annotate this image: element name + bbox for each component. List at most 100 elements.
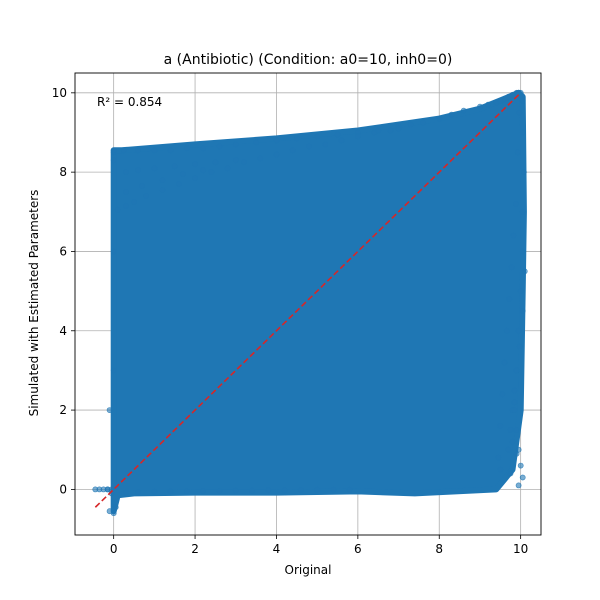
y-tick-label: 6	[59, 244, 67, 258]
data-point	[135, 167, 141, 174]
data-point	[216, 488, 223, 494]
data-point	[139, 183, 146, 189]
axis-ticks: 0 2 4 6 8 10 0 2 4 6 8 10	[52, 86, 529, 556]
data-point	[519, 97, 526, 104]
x-tick-label: 2	[191, 542, 199, 556]
data-point	[460, 107, 467, 114]
x-tick-label: 10	[513, 542, 528, 556]
data-point	[212, 159, 219, 166]
data-point	[485, 101, 491, 108]
data-point	[519, 474, 526, 481]
data-point	[513, 367, 520, 374]
data-point	[106, 508, 113, 515]
data-point	[240, 159, 247, 166]
data-point	[175, 181, 182, 187]
y-tick-label: 0	[59, 482, 67, 496]
data-point	[281, 487, 288, 494]
axes-frame	[74, 72, 542, 536]
data-point	[120, 147, 127, 154]
data-point	[477, 103, 483, 110]
data-point	[508, 264, 515, 271]
y-tick-label: 2	[59, 403, 67, 417]
data-point	[110, 147, 117, 154]
data-point	[346, 486, 353, 493]
data-point	[507, 426, 514, 433]
data-point	[499, 391, 506, 398]
data-point	[183, 488, 190, 495]
data-point	[519, 208, 526, 215]
data-point	[513, 426, 520, 433]
data-point	[436, 115, 443, 122]
data-point	[519, 248, 526, 255]
data-point	[334, 131, 341, 138]
data-point	[448, 111, 455, 118]
data-point	[521, 169, 527, 175]
data-point	[123, 489, 129, 496]
data-point	[192, 175, 198, 181]
point-cloud-region	[110, 89, 527, 515]
data-point	[314, 486, 321, 493]
data-point	[505, 446, 512, 453]
data-point	[232, 487, 239, 494]
data-point	[519, 307, 526, 314]
data-point	[104, 486, 111, 493]
data-point	[501, 359, 508, 366]
data-point	[517, 462, 524, 469]
data-point	[510, 232, 517, 239]
data-point	[306, 143, 312, 150]
data-point	[371, 129, 377, 136]
data-point	[123, 189, 129, 195]
data-point	[110, 367, 117, 374]
data-point	[200, 167, 207, 174]
data-point	[516, 343, 523, 350]
chart-title: a (Antibiotic) (Condition: a0=10, inh0=0…	[164, 52, 453, 68]
data-point	[395, 125, 402, 132]
data-point	[114, 206, 121, 213]
data-point	[216, 143, 223, 150]
data-point	[512, 200, 519, 207]
data-point	[131, 198, 137, 205]
data-point	[495, 454, 502, 461]
data-point	[514, 149, 521, 156]
data-point	[192, 161, 198, 168]
data-point	[273, 151, 280, 158]
data-point	[232, 157, 239, 164]
data-point	[200, 488, 207, 494]
data-point	[110, 157, 117, 164]
data-point	[511, 407, 518, 413]
data-point	[151, 147, 158, 154]
data-point	[151, 488, 158, 495]
data-point	[232, 141, 239, 148]
data-point	[106, 407, 113, 413]
data-point	[387, 127, 394, 134]
data-point	[200, 145, 207, 152]
y-tick-label: 4	[59, 324, 67, 338]
point-cloud	[110, 89, 527, 515]
data-point	[273, 137, 280, 144]
x-tick-label: 4	[273, 542, 281, 556]
data-point	[497, 422, 504, 429]
data-point	[515, 482, 522, 489]
x-tick-label: 6	[354, 542, 362, 556]
data-point	[151, 165, 158, 172]
data-point	[123, 169, 129, 175]
data-point	[420, 119, 426, 126]
data-point	[515, 327, 522, 334]
data-point	[322, 141, 329, 148]
data-point	[167, 147, 174, 154]
data-point	[354, 133, 361, 140]
data-point	[224, 165, 231, 172]
data-point	[253, 139, 259, 146]
data-point	[179, 171, 186, 177]
data-point	[519, 129, 526, 136]
data-point	[257, 155, 264, 162]
data-point	[314, 133, 321, 140]
data-point	[265, 487, 272, 494]
data-point	[183, 145, 190, 152]
data-point	[517, 288, 524, 294]
data-point	[167, 488, 174, 495]
data-point	[511, 387, 518, 394]
data-point	[511, 399, 518, 406]
data-point	[135, 147, 141, 154]
data-point	[110, 248, 117, 255]
